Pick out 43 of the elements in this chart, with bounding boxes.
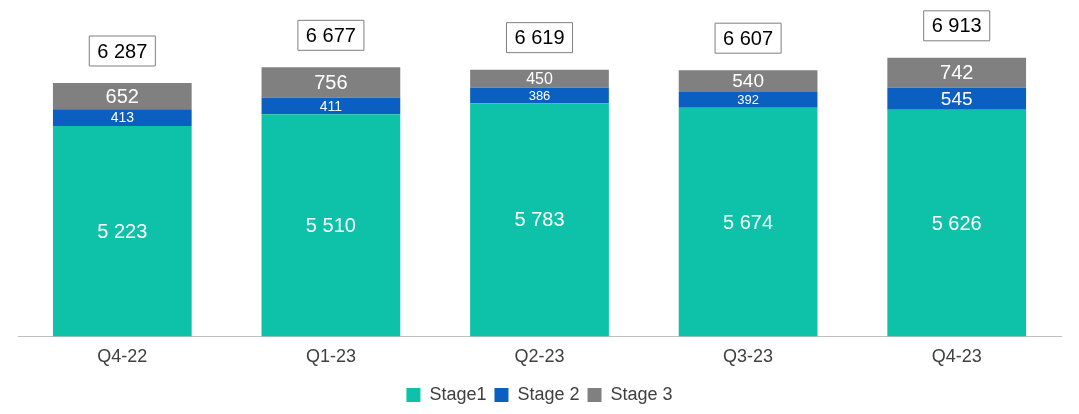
data-label: 392 (737, 92, 759, 108)
bar (678, 107, 818, 337)
total-label: 6 607 (723, 26, 774, 49)
data-label: 652 (105, 84, 139, 107)
data-label: 5 626 (931, 211, 982, 234)
x-tick-label: Q4-23 (931, 346, 982, 367)
x-tick-label: Q3-23 (723, 346, 774, 367)
bar (261, 67, 401, 98)
x-tick-label: Q4-22 (97, 346, 148, 367)
bar (470, 103, 609, 337)
legend-label: Stage1 (429, 383, 487, 404)
legend-label: Stage 3 (610, 383, 673, 404)
bar (261, 97, 401, 115)
data-label: 5 510 (305, 213, 356, 236)
bar (52, 82, 192, 110)
total-label: 6 619 (514, 26, 565, 49)
data-label: 450 (526, 70, 553, 88)
bar (678, 70, 818, 92)
total-label: 6 287 (97, 39, 148, 62)
data-label: 5 223 (97, 219, 148, 242)
data-label: 742 (940, 61, 974, 84)
bar (678, 91, 818, 108)
legend-label: Stage 2 (517, 383, 580, 404)
data-label: 540 (732, 70, 764, 92)
total-label: 6 913 (931, 14, 982, 37)
data-label: 5 783 (514, 208, 565, 231)
bar (887, 87, 1027, 110)
data-label: 413 (110, 109, 135, 126)
data-label: 5 674 (723, 210, 774, 233)
x-tick-label: Q2-23 (514, 346, 565, 367)
bar (470, 69, 609, 88)
bar (887, 57, 1027, 88)
bar (261, 114, 401, 337)
bar (470, 87, 609, 104)
total-label: 6 677 (305, 23, 356, 46)
data-label: 756 (314, 71, 348, 94)
bar (887, 109, 1027, 337)
data-label: 545 (940, 87, 973, 109)
data-label: 386 (528, 88, 551, 104)
bar (52, 109, 192, 126)
x-tick-label: Q1-23 (305, 346, 356, 367)
bar (52, 125, 192, 337)
data-label: 411 (319, 97, 343, 114)
